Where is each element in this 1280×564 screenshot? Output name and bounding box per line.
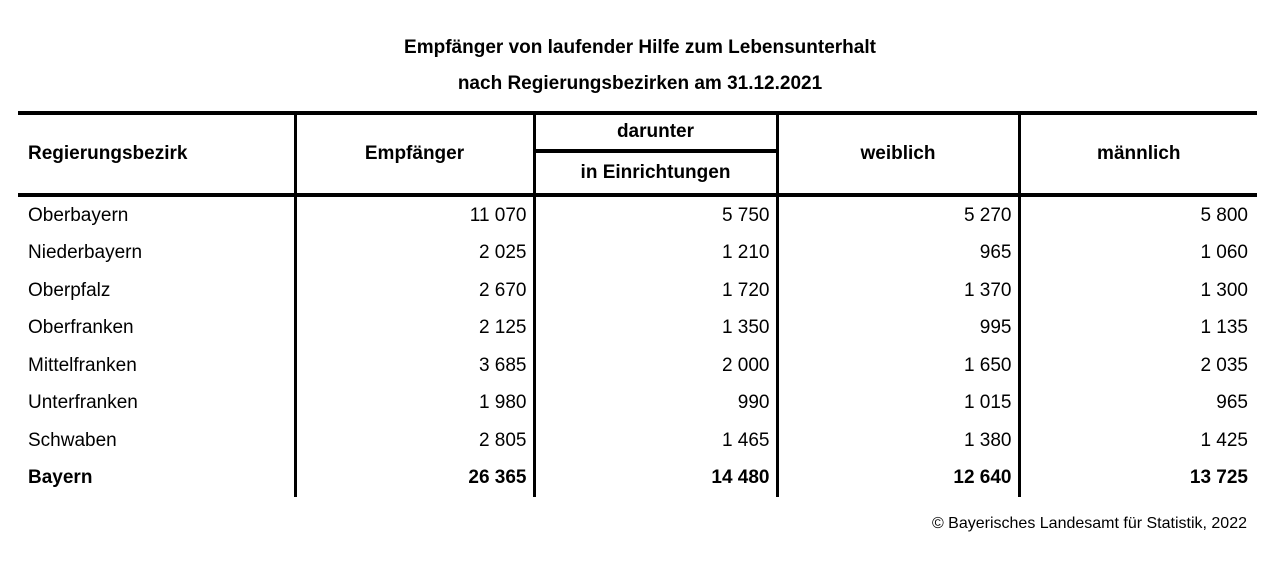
column-header-region: Regierungsbezirk xyxy=(28,143,188,164)
region-cell: Mittelfranken xyxy=(28,354,137,376)
table-row: Schwaben 2 805 1 465 1 380 1 425 xyxy=(18,422,1257,460)
in-facilities-cell: 1 465 xyxy=(532,422,777,460)
in-facilities-cell: 1 210 xyxy=(532,234,777,272)
table-header-row-top: Regierungsbezirk Empfänger darunter weib… xyxy=(18,113,1257,195)
recipients-cell: 11 070 xyxy=(293,195,534,235)
region-cell: Oberfranken xyxy=(28,317,134,339)
table-row: Mittelfranken 3 685 2 000 1 650 2 035 xyxy=(18,347,1257,385)
table-row: Oberpfalz 2 670 1 720 1 370 1 300 xyxy=(18,272,1257,310)
table-row: Oberbayern 11 070 5 750 5 270 5 800 xyxy=(18,195,1257,235)
female-cell: 995 xyxy=(775,309,1019,347)
region-cell: Niederbayern xyxy=(28,242,143,264)
table-row: Niederbayern 2 025 1 210 965 1 060 xyxy=(18,234,1257,272)
statistics-table: Regierungsbezirk Empfänger darunter weib… xyxy=(18,111,1257,497)
page-title: Empfänger von laufender Hilfe zum Lebens… xyxy=(0,0,1280,102)
in-facilities-cell: 990 xyxy=(532,384,777,422)
page-title-line-1: Empfänger von laufender Hilfe zum Lebens… xyxy=(404,37,876,58)
table-row: Unterfranken 1 980 990 1 015 965 xyxy=(18,384,1257,422)
recipients-cell: 2 670 xyxy=(293,272,534,310)
recipients-cell: 2 805 xyxy=(293,422,534,460)
table-body: Oberbayern 11 070 5 750 5 270 5 800 Niederbay… xyxy=(18,195,1257,497)
recipients-cell: 1 980 xyxy=(293,384,534,422)
male-cell: 13 725 xyxy=(1017,459,1257,497)
male-cell: 1 135 xyxy=(1017,309,1257,347)
column-header-in-facilities: in Einrichtungen xyxy=(532,151,777,195)
column-header-subgroup: darunter xyxy=(532,113,777,153)
in-facilities-cell: 1 350 xyxy=(532,309,777,347)
male-cell: 1 425 xyxy=(1017,422,1257,460)
male-cell: 1 300 xyxy=(1017,272,1257,310)
column-header-female: weiblich xyxy=(775,113,1019,195)
recipients-cell: 2 125 xyxy=(293,309,534,347)
in-facilities-cell: 2 000 xyxy=(532,347,777,385)
female-cell: 1 650 xyxy=(775,347,1019,385)
recipients-cell: 26 365 xyxy=(293,459,534,497)
male-cell: 965 xyxy=(1017,384,1257,422)
in-facilities-cell: 1 720 xyxy=(532,272,777,310)
table-header-row-sub: in Einrichtungen xyxy=(18,151,1257,195)
in-facilities-cell: 14 480 xyxy=(532,459,777,497)
recipients-cell: 2 025 xyxy=(293,234,534,272)
male-cell: 1 060 xyxy=(1017,234,1257,272)
female-cell: 1 380 xyxy=(775,422,1019,460)
region-cell: Oberbayern xyxy=(28,204,129,226)
column-header-recipients: Empfänger xyxy=(293,113,534,195)
male-cell: 5 800 xyxy=(1017,195,1257,235)
female-cell: 5 270 xyxy=(775,195,1019,235)
region-cell: Oberpfalz xyxy=(28,279,111,301)
female-cell: 965 xyxy=(775,234,1019,272)
page-title-line-2: nach Regierungsbezirken am 31.12.2021 xyxy=(457,73,823,94)
column-header-male: männlich xyxy=(1017,113,1257,195)
table-total-row: Bayern 26 365 14 480 12 640 13 725 xyxy=(18,459,1257,497)
table-header: Regierungsbezirk Empfänger darunter weib… xyxy=(18,113,1257,195)
recipients-cell: 3 685 xyxy=(293,347,534,385)
female-cell: 12 640 xyxy=(775,459,1019,497)
region-cell: Schwaben xyxy=(28,429,117,451)
female-cell: 1 015 xyxy=(775,384,1019,422)
table-row: Oberfranken 2 125 1 350 995 1 135 xyxy=(18,309,1257,347)
region-cell: Unterfranken xyxy=(28,392,138,414)
female-cell: 1 370 xyxy=(775,272,1019,310)
copyright-text: © Bayerisches Landesamt für Statistik, 2… xyxy=(931,515,1247,532)
in-facilities-cell: 5 750 xyxy=(532,195,777,235)
region-cell: Bayern xyxy=(28,467,93,489)
male-cell: 2 035 xyxy=(1017,347,1257,385)
